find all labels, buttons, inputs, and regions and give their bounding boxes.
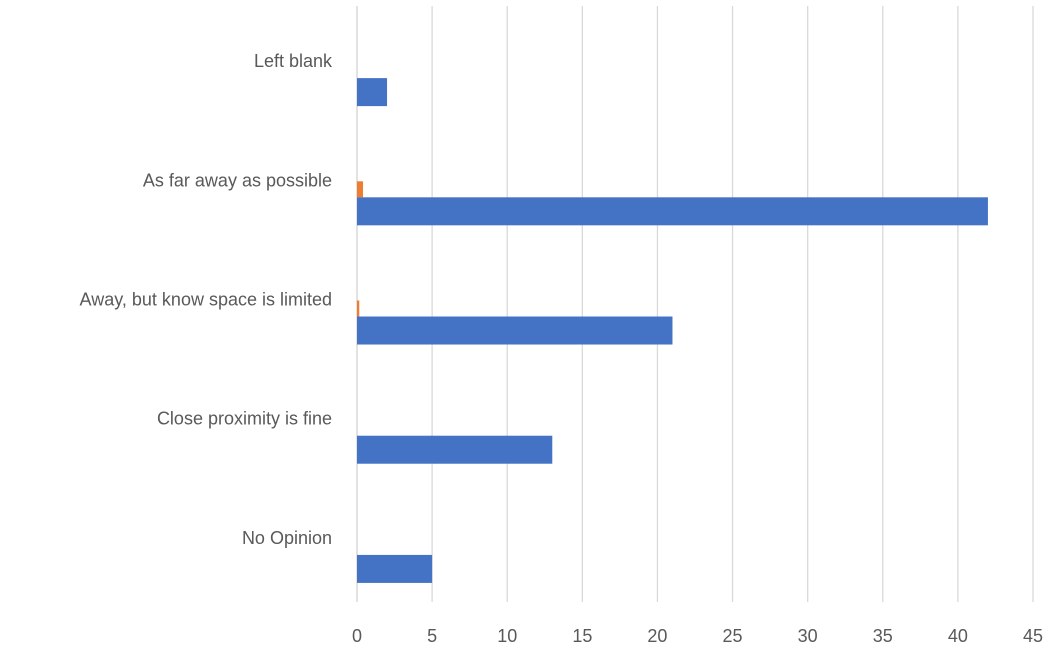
bar-secondary-1 (357, 181, 364, 198)
category-labels: Left blank As far away as possible Away, b… (80, 51, 333, 548)
category-label: Close proximity is fine (157, 409, 332, 429)
x-tick-label: 40 (948, 626, 968, 646)
x-tick-label: 0 (352, 626, 362, 646)
bar-secondary-2 (357, 300, 360, 317)
category-label: Left blank (254, 51, 333, 71)
x-tick-labels: 0 5 10 15 20 25 30 35 40 45 (352, 626, 1043, 646)
bar-primary-1 (357, 197, 988, 226)
x-tick-label: 30 (798, 626, 818, 646)
gridlines (356, 6, 1034, 602)
category-label: Away, but know space is limited (80, 290, 332, 310)
x-tick-label: 15 (572, 626, 592, 646)
x-tick-label: 35 (873, 626, 893, 646)
x-tick-label: 10 (497, 626, 517, 646)
category-label: No Opinion (242, 528, 332, 548)
bar-primary-4 (357, 554, 433, 583)
x-tick-label: 45 (1023, 626, 1043, 646)
bar-primary-3 (357, 435, 553, 464)
bar-primary-0 (357, 78, 388, 107)
bar-primary-2 (357, 316, 673, 345)
x-tick-label: 25 (723, 626, 743, 646)
x-tick-label: 20 (647, 626, 667, 646)
category-label: As far away as possible (143, 170, 332, 190)
x-tick-label: 5 (427, 626, 437, 646)
bars (357, 78, 988, 583)
